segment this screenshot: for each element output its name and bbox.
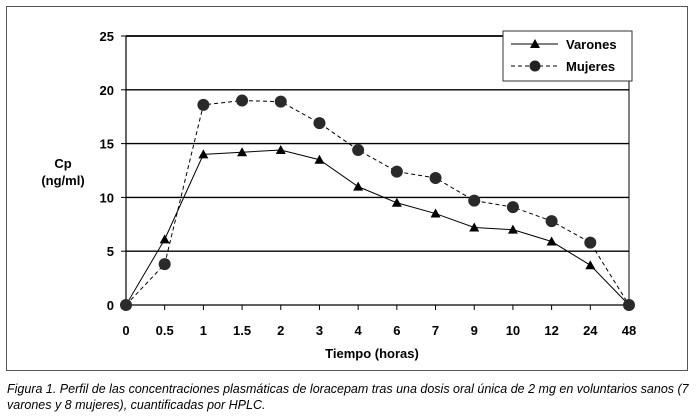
- data-point-varones: [237, 147, 248, 157]
- x-tick-label: 0: [122, 323, 129, 338]
- data-point-mujeres: [236, 94, 249, 107]
- data-point-mujeres: [584, 236, 597, 249]
- data-point-varones: [159, 234, 170, 244]
- series: [120, 94, 635, 311]
- y-tick-label: 5: [107, 244, 114, 259]
- data-point-varones: [469, 222, 480, 232]
- data-point-varones: [391, 197, 402, 207]
- data-point-mujeres: [623, 299, 635, 311]
- data-point-varones: [353, 181, 364, 191]
- data-point-mujeres: [390, 165, 403, 178]
- x-tick-label: 0.5: [156, 323, 174, 338]
- series-line-mujeres: [125, 100, 630, 306]
- y-axis-label-line-1: Cp: [54, 156, 71, 171]
- x-axis-label: Tiempo (horas): [325, 346, 419, 361]
- x-tick-label: 2: [277, 323, 284, 338]
- x-tick-label: 3: [316, 323, 323, 338]
- series-line-varones: [125, 149, 630, 306]
- data-point-mujeres: [429, 172, 442, 185]
- y-tick-label: 10: [100, 190, 114, 205]
- axes: 0 5 10 15 20 25 0 0.5 1 1.5 2 3 4 6 7 9 10 12 24 48: [100, 29, 637, 338]
- data-point-mujeres: [197, 98, 210, 111]
- data-point-mujeres: [274, 95, 287, 108]
- x-tick-label: 1.5: [233, 323, 251, 338]
- legend-marker-varones: [530, 39, 540, 48]
- legend-marker-mujeres: [529, 60, 541, 72]
- chart: 0 5 10 15 20 25 0 0.5 1 1.5 2 3 4 6 7 9 10 12 24 48 Cp (ng/…: [41, 29, 637, 361]
- data-point-varones: [585, 260, 596, 270]
- y-tick-label: 25: [100, 29, 114, 44]
- y-tick-label: 0: [107, 298, 114, 313]
- x-tick-label: 48: [622, 323, 636, 338]
- figure-caption: Figura 1. Perfil de las concentraciones …: [7, 382, 689, 412]
- legend-box: [502, 30, 633, 82]
- data-point-mujeres: [313, 117, 326, 130]
- data-point-mujeres: [120, 299, 132, 311]
- data-point-mujeres: [506, 201, 519, 214]
- data-point-varones: [430, 208, 441, 218]
- data-point-varones: [275, 145, 286, 155]
- data-point-mujeres: [352, 144, 365, 157]
- legend-label-mujeres: Mujeres: [566, 59, 615, 74]
- data-point-varones: [546, 236, 557, 246]
- data-point-varones: [198, 149, 209, 159]
- legend-label-varones: Varones: [566, 37, 617, 52]
- y-tick-label: 20: [100, 83, 114, 98]
- x-tick-label: 1: [200, 323, 207, 338]
- legend: Varones Mujeres: [502, 30, 633, 82]
- x-tick-label: 12: [544, 323, 558, 338]
- data-point-mujeres: [468, 194, 481, 207]
- data-point-mujeres: [158, 258, 171, 271]
- data-point-varones: [314, 154, 325, 164]
- x-tick-label: 4: [355, 323, 363, 338]
- data-point-mujeres: [545, 215, 558, 228]
- x-tick-label: 6: [393, 323, 400, 338]
- x-tick-label: 7: [432, 323, 439, 338]
- x-tick-label: 9: [471, 323, 478, 338]
- data-point-varones: [507, 224, 518, 234]
- x-tick-label: 10: [506, 323, 520, 338]
- x-tick-label: 24: [583, 323, 598, 338]
- y-axis-label-line-2: (ng/ml): [41, 173, 84, 188]
- y-tick-label: 15: [100, 137, 114, 152]
